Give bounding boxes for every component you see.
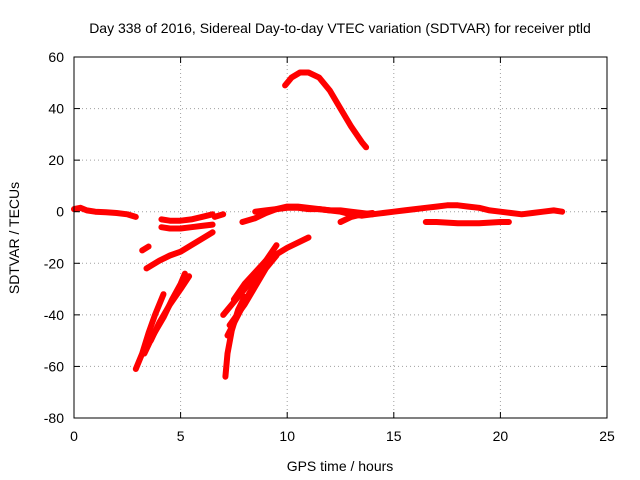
plot-frame bbox=[73, 56, 608, 419]
y-tick-label: -80 bbox=[44, 410, 64, 426]
x-tick-label: 5 bbox=[177, 428, 185, 444]
y-tick-label: 0 bbox=[56, 204, 64, 220]
x-axis-label: GPS time / hours bbox=[287, 458, 394, 474]
y-tick-label: 40 bbox=[48, 101, 64, 117]
chart-title: Day 338 of 2016, Sidereal Day-to-day VTE… bbox=[89, 20, 591, 36]
series-arc-14 bbox=[211, 211, 227, 220]
y-tick-label: -40 bbox=[44, 307, 64, 323]
x-tick-label: 0 bbox=[70, 428, 78, 444]
x-tick-label: 10 bbox=[279, 428, 295, 444]
series-arc-3 bbox=[158, 221, 216, 232]
series-arc-19 bbox=[358, 202, 566, 219]
series-group bbox=[71, 69, 566, 380]
series-arc-16 bbox=[252, 203, 376, 218]
series-arc-5 bbox=[143, 229, 216, 272]
series-arc-6 bbox=[132, 291, 167, 372]
series-arc-13 bbox=[230, 234, 312, 303]
y-tick-label: -60 bbox=[44, 358, 64, 374]
y-axis-label: SDTVAR / TECUs bbox=[6, 182, 22, 294]
series-arc-12 bbox=[226, 252, 280, 329]
x-tick-label: 25 bbox=[599, 428, 615, 444]
y-tick-label: -20 bbox=[44, 255, 64, 271]
x-tick-label: 20 bbox=[493, 428, 509, 444]
x-tick-label: 15 bbox=[386, 428, 402, 444]
series-arc-20 bbox=[422, 219, 512, 227]
series-arc-8 bbox=[147, 273, 193, 344]
series-arc-1 bbox=[71, 204, 139, 220]
y-tick-label: 60 bbox=[48, 49, 64, 65]
series-arc-2 bbox=[158, 211, 216, 224]
series-arc-4 bbox=[139, 243, 152, 254]
y-tick-label: 20 bbox=[48, 152, 64, 168]
series-arc-17 bbox=[282, 69, 370, 151]
ticks: 0 5 10 15 20 25 -80 -60 -40 -20 0 20 40 60 bbox=[44, 49, 615, 444]
